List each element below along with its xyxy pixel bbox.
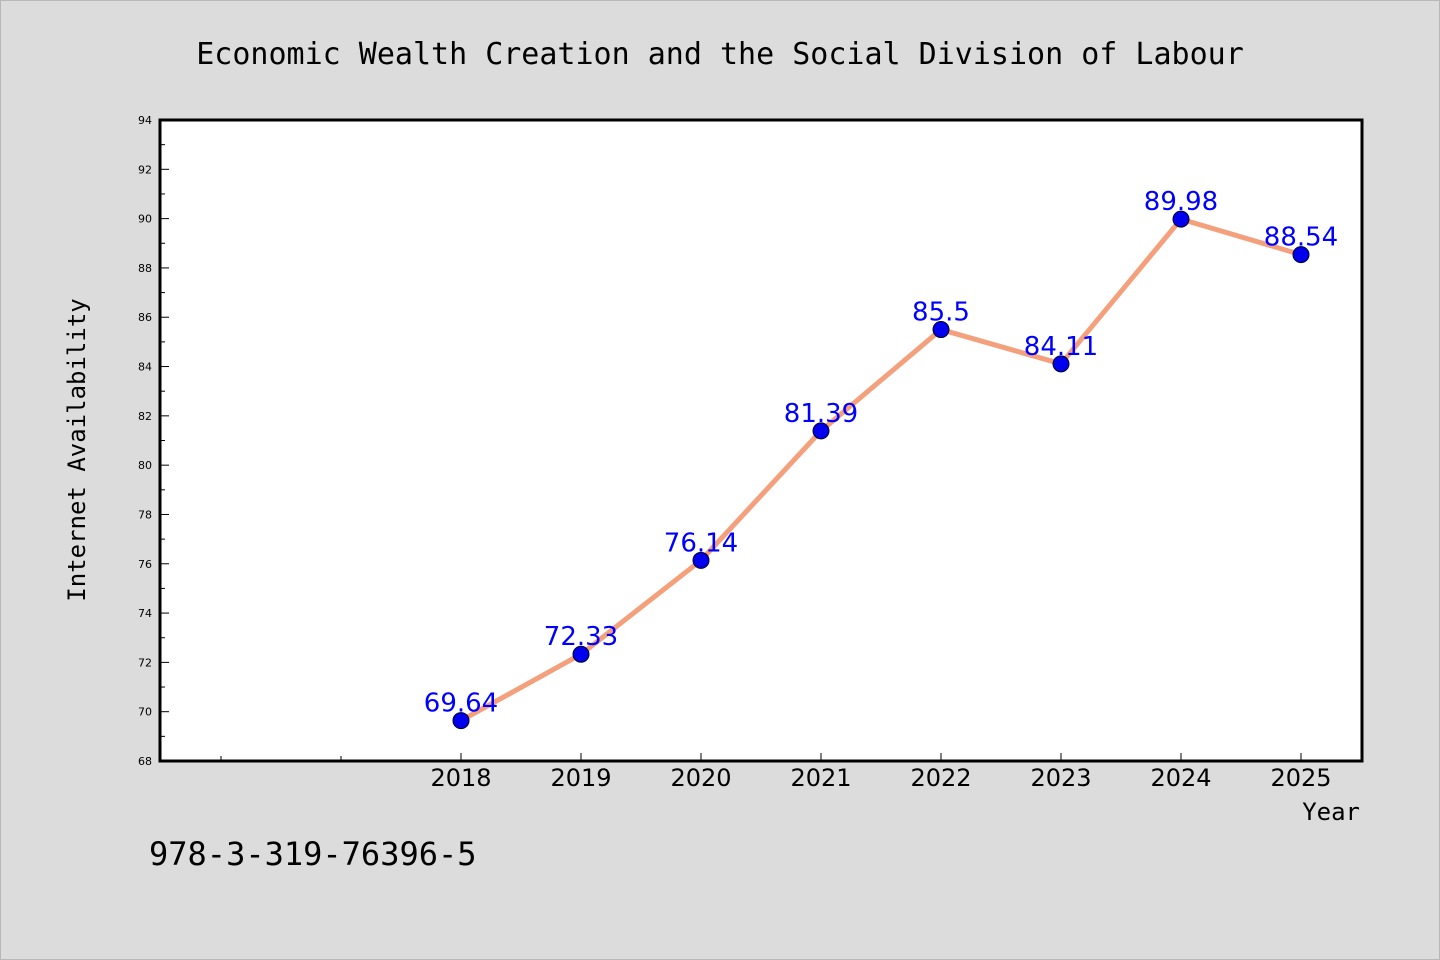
data-point: [812, 422, 830, 440]
data-label: 69.64: [424, 689, 498, 719]
plot-area: [158, 118, 1364, 763]
data-label: 81.39: [784, 399, 858, 429]
chart-title: Economic Wealth Creation and the Social …: [196, 37, 1244, 72]
y-tick-label: 78: [138, 508, 152, 521]
data-point: [1172, 210, 1190, 228]
y-tick-label: 70: [138, 706, 152, 719]
x-axis-label: Year: [1302, 798, 1360, 826]
x-tick-label: 2024: [1150, 764, 1211, 792]
y-tick-label: 88: [138, 262, 152, 275]
y-axis-label: Internet Availability: [63, 298, 91, 601]
y-tick-label: 82: [138, 410, 152, 423]
data-point: [452, 712, 470, 730]
data-label: 89.98: [1144, 187, 1218, 217]
data-label: 85.5: [912, 298, 970, 328]
y-tick-label: 72: [138, 656, 152, 669]
y-axis-ticks: 68 70 72 74 76 78 80 82 84 86 88 90 92 94: [138, 114, 169, 768]
data-point: [1292, 246, 1310, 264]
x-tick-label: 2020: [670, 764, 731, 792]
data-point: [572, 645, 590, 663]
x-tick-label: 2025: [1270, 764, 1331, 792]
y-tick-label: 74: [138, 607, 152, 620]
data-point: [692, 551, 710, 569]
x-tick-label: 2021: [790, 764, 851, 792]
y-tick-label: 86: [138, 311, 152, 324]
y-tick-label: 94: [138, 114, 152, 127]
y-tick-label: 84: [138, 361, 152, 374]
x-tick-label: 2019: [550, 764, 611, 792]
data-label: 76.14: [664, 528, 738, 558]
isbn-code: 978-3-319-76396-5: [149, 835, 477, 873]
y-tick-label: 92: [138, 163, 152, 176]
y-tick-label: 68: [138, 755, 152, 768]
series-layer: 69.64 72.33 76.14 81.39 85.5 84.11 89.98 88.54: [424, 187, 1338, 730]
data-label: 88.54: [1264, 223, 1338, 253]
x-tick-label: 2018: [430, 764, 491, 792]
y-tick-label: 90: [138, 213, 152, 226]
x-tick-label: 2023: [1030, 764, 1091, 792]
x-tick-label: 2022: [910, 764, 971, 792]
data-point: [932, 321, 950, 339]
data-label: 72.33: [544, 622, 618, 652]
y-tick-label: 76: [138, 558, 152, 571]
series-line: [458, 216, 1304, 724]
data-label: 84.11: [1024, 332, 1098, 362]
y-tick-label: 80: [138, 459, 152, 472]
data-point: [1052, 355, 1070, 373]
x-axis-ticks: 2018 2019 2020 2021 2022 2023 2024 2025: [220, 753, 1332, 792]
